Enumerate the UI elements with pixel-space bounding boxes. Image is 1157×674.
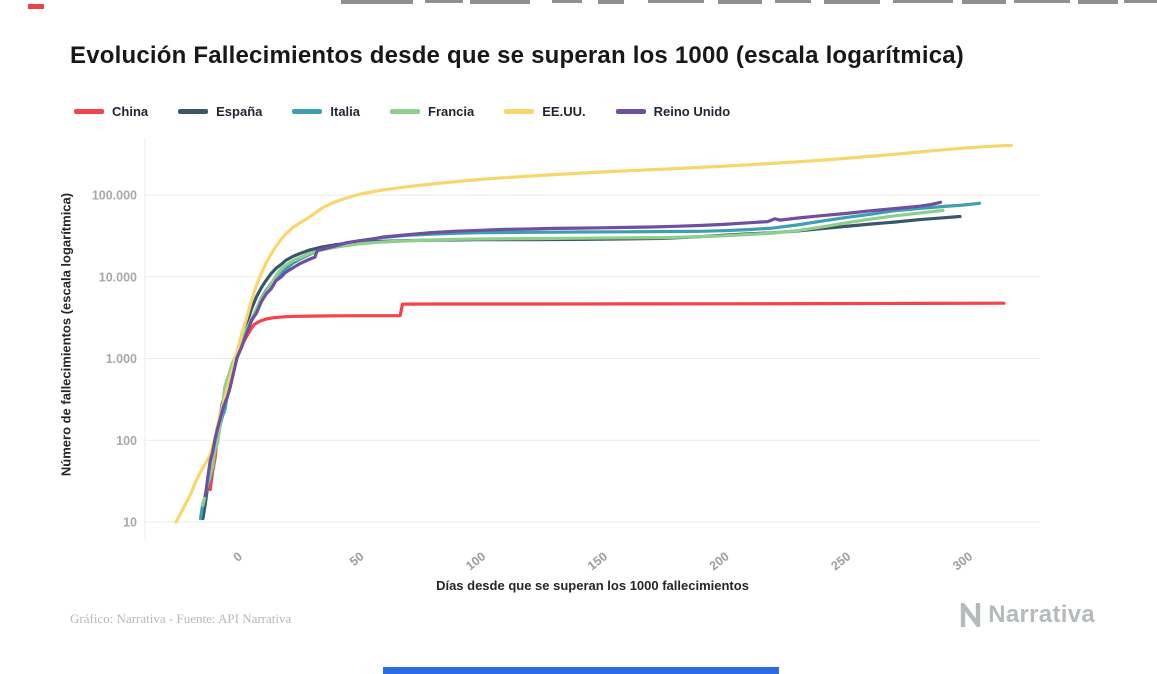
y-tick-label: 10.000 <box>99 270 137 284</box>
legend-swatch <box>178 109 209 114</box>
legend-item-Italia[interactable]: Italia <box>292 104 360 119</box>
series-line-Francia[interactable] <box>201 208 945 507</box>
y-tick-label: 100 <box>116 434 137 448</box>
x-tick-label: 200 <box>707 549 732 573</box>
legend-item-Reino Unido[interactable]: Reino Unido <box>615 104 731 119</box>
legend-swatch <box>292 109 323 114</box>
x-tick-label: 0 <box>231 549 245 564</box>
x-tick-label: 150 <box>585 549 610 573</box>
narrativa-logo: Narrativa <box>959 601 1095 629</box>
legend-swatch <box>74 109 104 114</box>
chart-title: Evolución Fallecimientos desde que se su… <box>70 42 964 69</box>
series-line-España[interactable] <box>201 214 962 521</box>
y-tick-label: 1.000 <box>106 352 137 366</box>
x-tick-label: 50 <box>347 549 367 569</box>
legend-label: Italia <box>330 104 360 119</box>
bottom-blue-bar <box>383 667 779 674</box>
x-tick-label: 250 <box>828 549 853 573</box>
x-axis-title: Días desde que se superan los 1000 falle… <box>436 578 749 593</box>
source-credit: Gráfico: Narrativa - Fuente: API Narrati… <box>70 611 292 626</box>
x-tick-label: 100 <box>463 549 488 573</box>
y-tick-label: 10 <box>123 516 137 530</box>
y-tick-label: 100.000 <box>92 189 137 203</box>
legend-swatch <box>615 109 646 114</box>
legend-item-EE.UU.[interactable]: EE.UU. <box>504 104 586 119</box>
series-line-EE.UU.[interactable] <box>174 143 1013 524</box>
chart-legend: China España Italia Francia EE.UU. Reino Unid… <box>74 104 730 119</box>
series-line-Reino Unido[interactable] <box>203 200 943 498</box>
legend-label: China <box>112 104 149 119</box>
legend-item-Francia[interactable]: Francia <box>390 104 474 119</box>
legend-item-China[interactable]: China <box>74 104 148 119</box>
brand-name: Narrativa <box>988 601 1095 628</box>
legend-label: Francia <box>428 104 475 119</box>
legend-swatch <box>504 109 535 114</box>
series-line-China[interactable] <box>208 301 1006 492</box>
x-tick-label: 300 <box>950 549 975 573</box>
narrativa-n-icon <box>961 603 981 627</box>
cropped-red-mark <box>28 4 44 9</box>
legend-swatch <box>390 109 420 114</box>
legend-item-España[interactable]: España <box>178 104 262 119</box>
legend-label: España <box>216 104 263 119</box>
legend-label: EE.UU. <box>542 104 586 119</box>
legend-label: Reino Unido <box>653 104 731 119</box>
